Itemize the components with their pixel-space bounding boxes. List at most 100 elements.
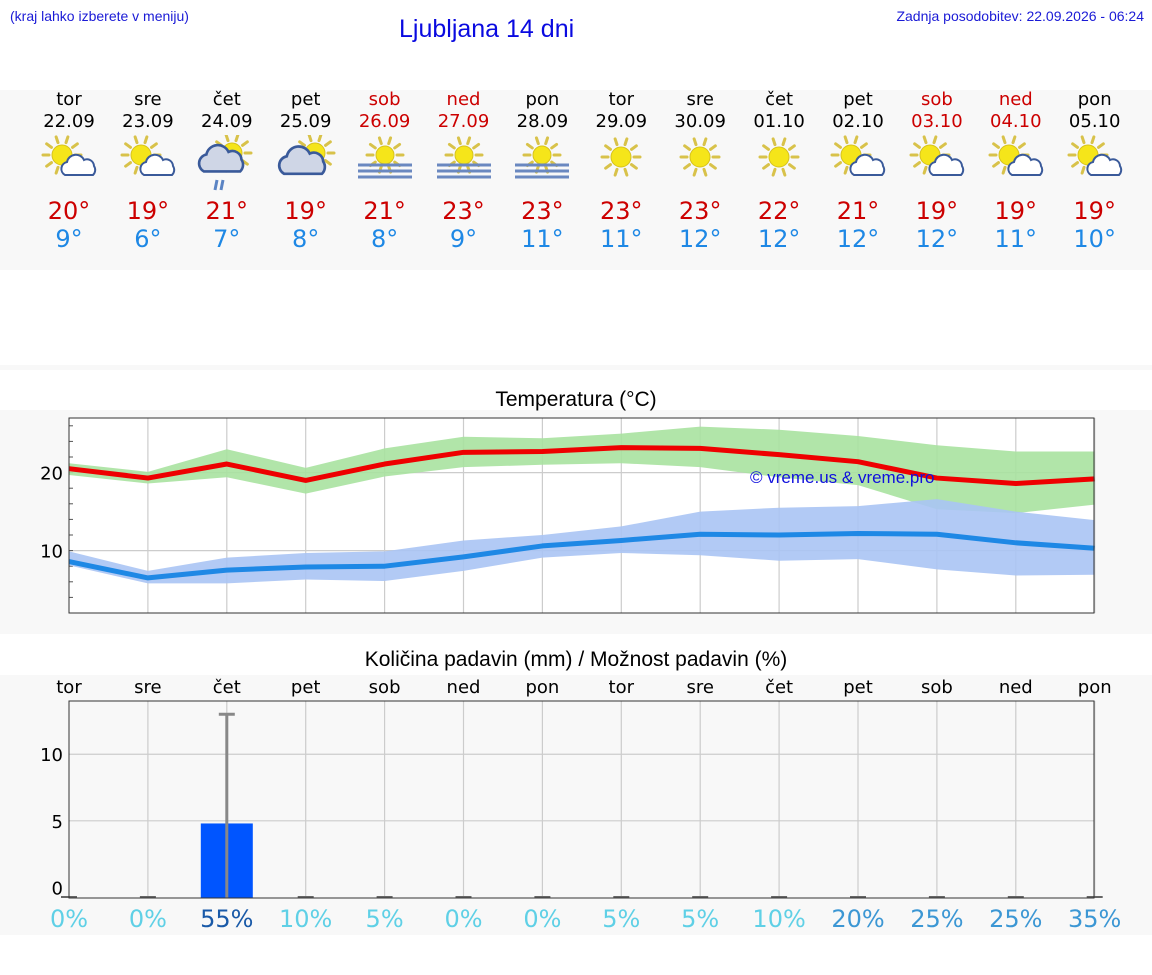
sun-fog-icon: [515, 136, 570, 179]
day-date: 27.09: [437, 111, 490, 132]
min-temp: 12°: [915, 225, 959, 253]
day-date: 28.09: [516, 111, 569, 132]
cloud-sun-icon: [277, 135, 336, 176]
day-date: 24.09: [201, 111, 253, 132]
x-tick-label: tor: [56, 677, 82, 698]
precip-probability: 25%: [910, 905, 963, 933]
precip-probability: 10%: [752, 905, 805, 933]
day-date: 03.10: [911, 111, 963, 132]
day-date: 05.10: [1068, 111, 1121, 132]
day-name: čet: [765, 89, 794, 110]
min-temp: 7°: [213, 225, 241, 253]
separator-band: [0, 365, 1152, 370]
precip-probability: 0%: [523, 905, 561, 933]
x-tick-label: sre: [686, 677, 713, 698]
min-temp: 6°: [134, 225, 162, 253]
day-name: sob: [920, 89, 953, 110]
page-title: Ljubljana 14 dni: [399, 15, 575, 43]
max-temp: 20°: [47, 197, 91, 225]
day-name: čet: [212, 89, 241, 110]
x-tick-label: čet: [213, 677, 241, 698]
x-tick-label: pet: [843, 677, 873, 698]
sun-cloud-icon: [830, 135, 886, 176]
precip-probability: 10%: [279, 905, 332, 933]
max-temp: 21°: [836, 197, 880, 225]
sun-fog-icon: [357, 136, 412, 179]
precip-probability: 35%: [1068, 905, 1121, 933]
day-date: 23.09: [122, 111, 174, 132]
max-temp: 19°: [1073, 197, 1116, 225]
max-temp: 23°: [600, 197, 643, 225]
max-temp: 22°: [757, 197, 801, 225]
x-tick-label: čet: [765, 677, 793, 698]
min-temp: 11°: [521, 225, 564, 253]
x-tick-label: sob: [369, 677, 401, 698]
min-temp: 9°: [55, 225, 83, 253]
x-tick-label: ned: [999, 677, 1033, 698]
day-date: 22.09: [43, 111, 95, 132]
x-tick-label: ned: [447, 677, 481, 698]
last-update: Zadnja posodobitev: 22.09.2026 - 06:24: [896, 8, 1144, 24]
precip-probability: 55%: [200, 905, 253, 933]
sun-fog-icon: [436, 136, 491, 179]
min-temp: 10°: [1073, 225, 1116, 253]
day-name: ned: [446, 89, 481, 110]
min-temp: 11°: [994, 225, 1038, 253]
band-max: [69, 426, 1095, 514]
sun-cloud-rain-icon: [197, 135, 253, 191]
y-tick-label: 10: [40, 745, 63, 766]
x-tick-label: pon: [1078, 677, 1112, 698]
precip-probability: 5%: [602, 905, 640, 933]
max-temp: 19°: [284, 197, 327, 225]
max-temp: 21°: [363, 197, 406, 225]
sun-cloud-icon: [909, 135, 965, 176]
min-temp: 12°: [678, 225, 722, 253]
min-temp: 12°: [836, 225, 880, 253]
day-date: 04.10: [990, 111, 1042, 132]
day-name: sre: [686, 89, 714, 110]
day-name: ned: [998, 89, 1033, 110]
precip-probability: 5%: [366, 905, 404, 933]
x-tick-label: pon: [525, 677, 559, 698]
precip-probability: 0%: [129, 905, 167, 933]
max-temp: 21°: [205, 197, 249, 225]
x-tick-label: pet: [291, 677, 321, 698]
sun-cloud-icon: [1067, 135, 1122, 176]
day-date: 29.09: [595, 111, 648, 132]
sun-icon: [600, 137, 642, 177]
precip-probability: 0%: [444, 905, 482, 933]
day-name: sob: [368, 89, 401, 110]
plot-frame: [68, 417, 1095, 614]
day-name: sre: [134, 89, 162, 110]
day-name: tor: [608, 89, 635, 110]
precip-probability: 25%: [989, 905, 1042, 933]
location-hint: (kraj lahko izberete v meniju): [10, 8, 189, 24]
sun-icon: [758, 137, 800, 177]
forecast-band: [0, 90, 1152, 270]
watermark: © vreme.us & vreme.pro: [750, 468, 935, 487]
x-tick-label: sob: [921, 677, 953, 698]
sun-cloud-icon: [41, 135, 97, 176]
plot-frame: [68, 700, 1095, 899]
precip-title: Količina padavin (mm) / Možnost padavin …: [364, 648, 788, 671]
day-name: pon: [1077, 89, 1112, 110]
series-line-min: [68, 530, 1095, 581]
day-name: pet: [290, 89, 321, 110]
y-tick-label: 5: [52, 812, 63, 833]
series-line-max: [68, 445, 1095, 487]
max-temp: 19°: [126, 197, 170, 225]
day-date: 01.10: [753, 111, 805, 132]
max-temp: 23°: [521, 197, 564, 225]
min-temp: 11°: [600, 225, 643, 253]
day-name: tor: [56, 89, 82, 110]
temperature-title: Temperatura (°C): [495, 388, 657, 411]
precip-probability: 20%: [831, 905, 884, 933]
day-date: 26.09: [358, 111, 411, 132]
sun-cloud-icon: [120, 135, 176, 176]
day-name: pon: [525, 89, 560, 110]
max-temp: 19°: [915, 197, 959, 225]
y-tick-label: 20: [40, 464, 63, 485]
x-tick-label: sre: [134, 677, 161, 698]
min-temp: 12°: [757, 225, 801, 253]
